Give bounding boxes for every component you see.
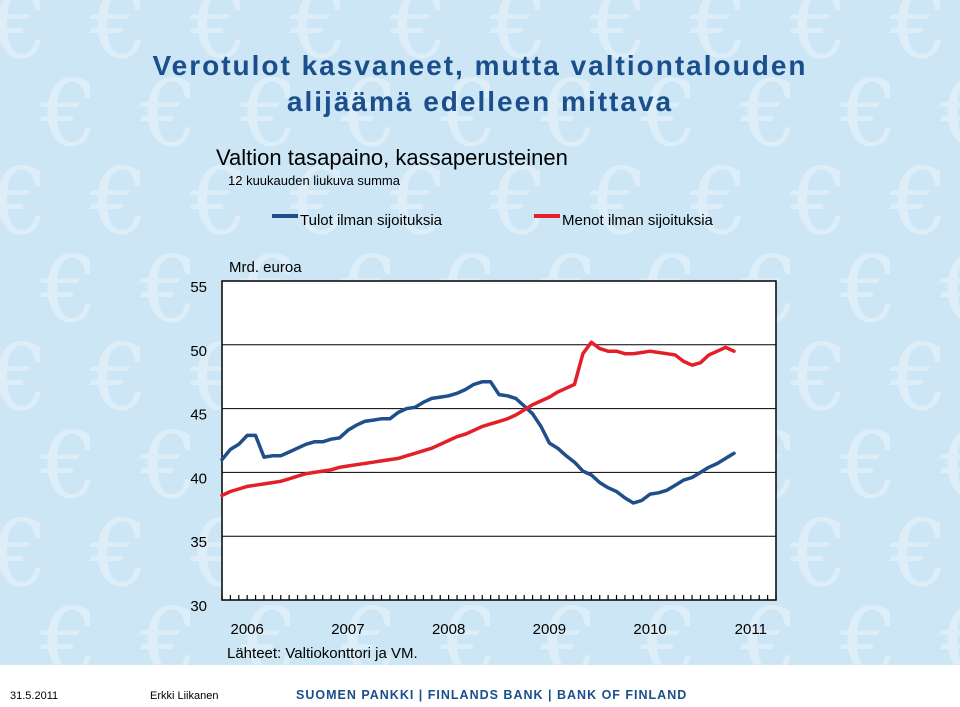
x-tick-label-2008: 2008 [432,621,465,638]
x-tick-label-2011: 2011 [735,621,767,638]
legend-item-menot: Menot ilman sijoituksia [534,212,713,229]
plot-area [221,280,777,601]
y-tick-label-45: 45 [190,407,207,424]
legend-swatch-menot [534,213,560,218]
source-note: Lähteet: Valtiokonttori ja VM. [227,645,418,662]
legend-swatch-tulot [272,213,298,218]
slide-title-line-2: alijäämä edelleen mittava [286,86,674,117]
y-tick-label-30: 30 [190,598,207,615]
x-tick-label-2006: 2006 [230,621,263,638]
footer-date: 31.5.2011 [10,690,59,702]
y-axis-label: Mrd. euroa [229,259,302,276]
legend-label-tulot: Tulot ilman sijoituksia [300,212,442,229]
legend-label-menot: Menot ilman sijoituksia [562,212,713,229]
series-line-menot [220,340,736,498]
chart-title: Valtion tasapaino, kassaperusteinen [216,145,568,170]
footer-bar [0,665,960,707]
chart-subtitle: 12 kuukauden liukuva summa [228,173,400,188]
footer-organization: SUOMEN PANKKI | FINLANDS BANK | BANK OF … [296,688,688,702]
x-tick-label-2009: 2009 [533,621,566,638]
y-tick-label-55: 55 [190,279,207,296]
y-tick-label-50: 50 [190,343,207,360]
y-tick-label-40: 40 [190,470,207,487]
footer-author: Erkki Liikanen [150,690,219,702]
x-tick-label-2007: 2007 [331,621,364,638]
slide-title-line-1: Verotulot kasvaneet, mutta valtiontaloud… [152,50,808,81]
y-tick-label-35: 35 [190,534,207,551]
legend-item-tulot: Tulot ilman sijoituksia [272,212,442,229]
series-line-tulot [220,380,736,505]
x-tick-label-2010: 2010 [633,621,666,638]
